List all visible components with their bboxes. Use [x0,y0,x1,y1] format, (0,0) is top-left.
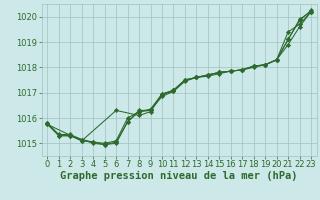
X-axis label: Graphe pression niveau de la mer (hPa): Graphe pression niveau de la mer (hPa) [60,171,298,181]
